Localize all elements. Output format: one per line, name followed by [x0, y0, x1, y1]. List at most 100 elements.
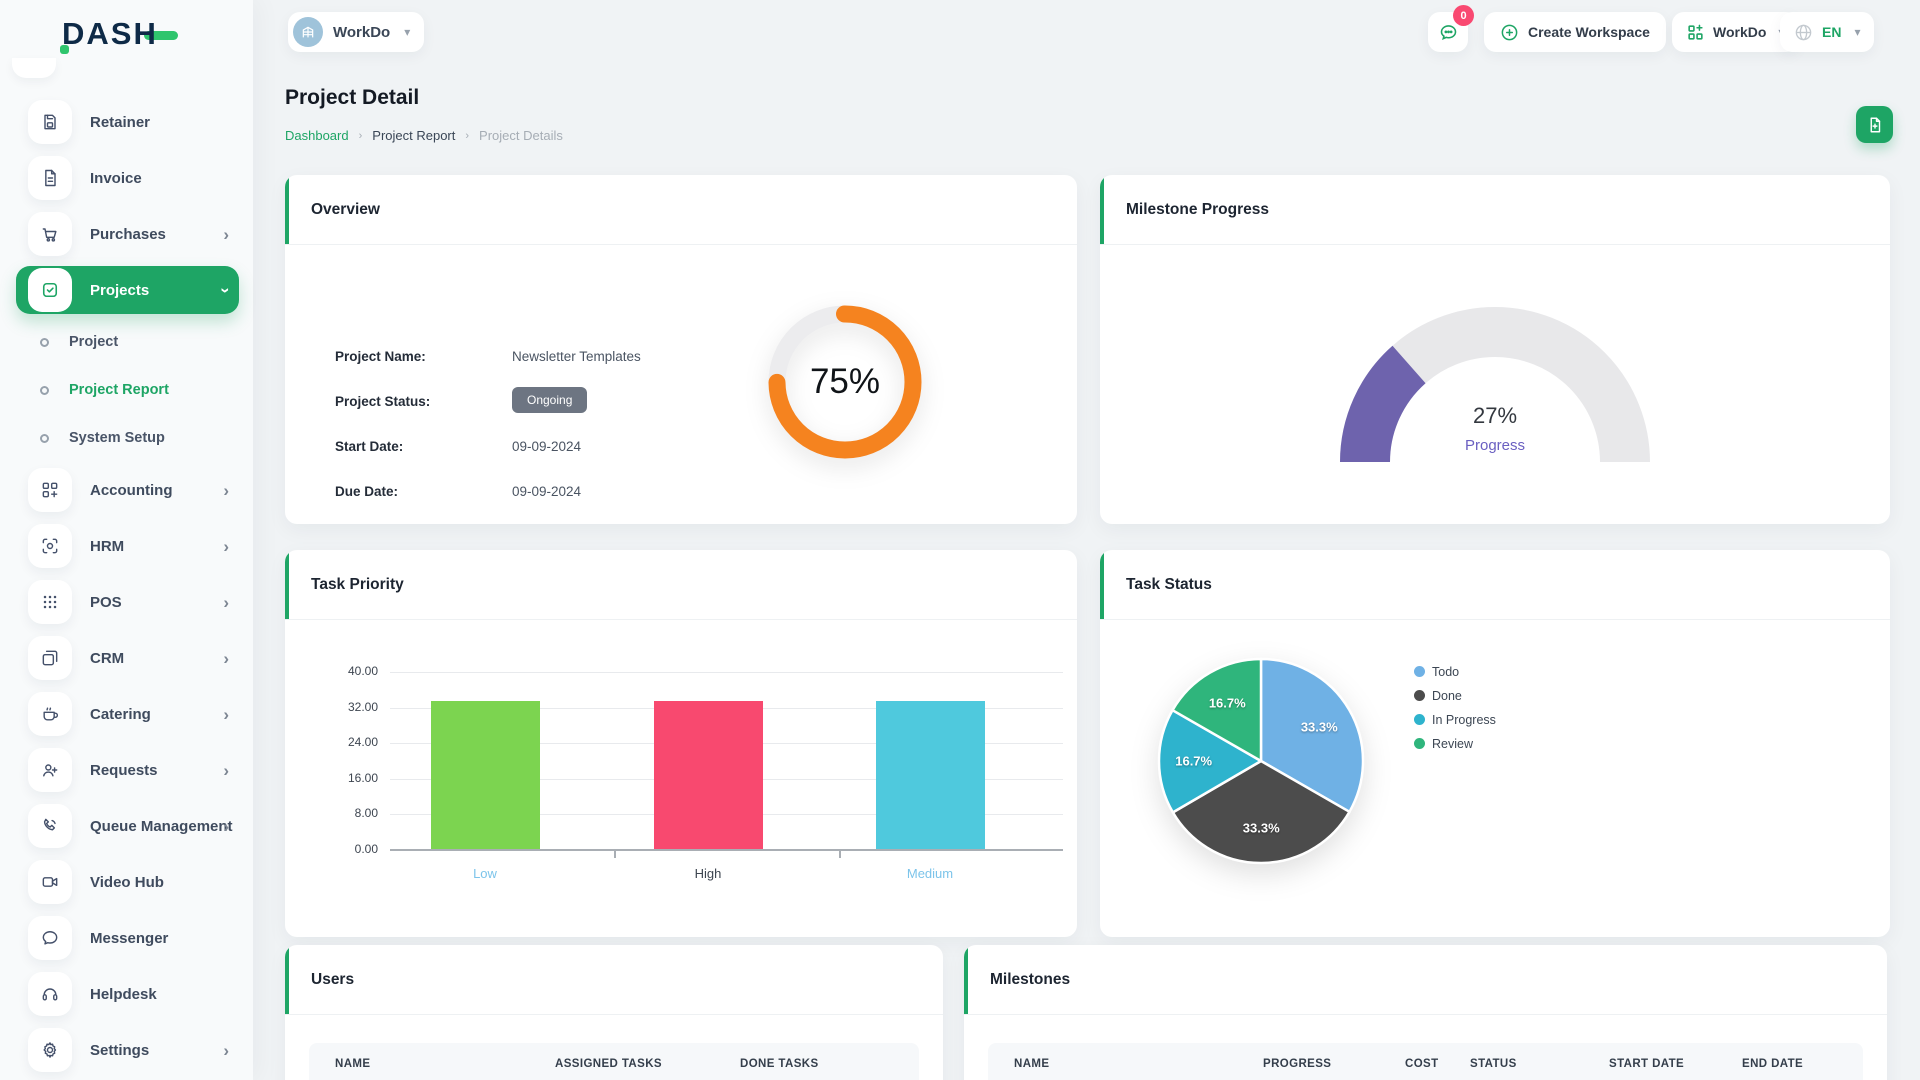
- chevron-down-icon: ›: [216, 287, 236, 293]
- sidebar-item-label: System Setup: [69, 430, 165, 446]
- notification-badge: 0: [1453, 5, 1474, 26]
- chevron-right-icon: ›: [223, 480, 229, 500]
- task-status-pie-chart: 33.3% 33.3% 16.7% 16.7%: [1155, 655, 1367, 867]
- sidebar-item-queue-management[interactable]: Queue Management ›: [16, 798, 239, 854]
- scan-user-icon: [28, 524, 72, 568]
- breadcrumb-separator: ›: [358, 129, 363, 142]
- users-table-header: NAME ASSIGNED TASKS DONE TASKS: [309, 1043, 919, 1080]
- chevron-right-icon: ›: [223, 648, 229, 668]
- legend-item-done: Done: [1414, 686, 1496, 705]
- chevron-down-icon: ▾: [1854, 25, 1861, 39]
- chevron-right-icon: ›: [223, 704, 229, 724]
- card-title: Milestone Progress: [1126, 200, 1269, 218]
- sidebar-item-catering[interactable]: Catering ›: [16, 686, 239, 742]
- user-plus-icon: [28, 748, 72, 792]
- workspace-avatar-building-icon: [293, 17, 323, 47]
- chevron-right-icon: ›: [223, 536, 229, 556]
- retainer-icon: [28, 100, 72, 144]
- cart-icon: [28, 212, 72, 256]
- file-plus-icon: [1870, 117, 1880, 132]
- globe-icon: [1795, 24, 1812, 40]
- sidebar-item-pos[interactable]: POS ›: [16, 574, 239, 630]
- sidebar-item-label: Invoice: [90, 169, 142, 187]
- chevron-right-icon: ›: [223, 816, 229, 836]
- sidebar-item-label: Helpdesk: [90, 985, 157, 1003]
- brand-logo[interactable]: DASH: [60, 16, 178, 54]
- sidebar-item-retainer[interactable]: Retainer: [16, 94, 239, 150]
- export-report-button[interactable]: [1856, 106, 1893, 143]
- sidebar-item-label: Video Hub: [90, 873, 164, 891]
- task-status-card-header: Task Status: [1100, 550, 1890, 620]
- column-header-progress: PROGRESS: [1263, 1058, 1332, 1070]
- sidebar-item-label: Project Report: [69, 382, 169, 398]
- sidebar-item-settings[interactable]: Settings ›: [16, 1022, 239, 1078]
- logo-text: DASH: [62, 16, 158, 51]
- sidebar-item-projects[interactable]: Projects ›: [16, 266, 239, 314]
- workspace-switcher[interactable]: WorkDo ▾: [288, 12, 425, 52]
- create-workspace-button[interactable]: Create Workspace: [1484, 12, 1666, 52]
- project-progress-donut: 75%: [760, 297, 930, 467]
- sidebar-subitem-project[interactable]: Project: [16, 318, 239, 366]
- sidebar-item-purchases[interactable]: Purchases ›: [16, 206, 239, 262]
- users-card-header: Users: [285, 945, 943, 1015]
- projects-icon: [28, 268, 72, 312]
- users-card: Users NAME ASSIGNED TASKS DONE TASKS: [285, 945, 943, 1080]
- sidebar-item-video-hub[interactable]: Video Hub: [16, 854, 239, 910]
- milestone-progress-card: Milestone Progress 27% Progress: [1100, 175, 1890, 524]
- sidebar-item-crm[interactable]: CRM ›: [16, 630, 239, 686]
- sidebar-item-label: Accounting: [90, 481, 173, 499]
- language-selector[interactable]: EN ▾: [1780, 12, 1875, 52]
- pie-legend: Todo Done In Progress Review: [1414, 662, 1496, 758]
- sidebar-item-invoice[interactable]: Invoice: [16, 150, 239, 206]
- breadcrumb-dashboard-link[interactable]: Dashboard: [285, 128, 349, 143]
- messages-button[interactable]: 0: [1428, 5, 1474, 52]
- headphones-icon: [28, 972, 72, 1016]
- sidebar: DASH Retainer Invoice Purchases › Projec…: [0, 0, 253, 1080]
- sidebar-item-accounting[interactable]: Accounting ›: [16, 462, 239, 518]
- milestones-card-header: Milestones: [964, 945, 1887, 1015]
- sidebar-item-label: Retainer: [90, 113, 151, 131]
- grid-plus-icon: [1688, 24, 1703, 40]
- plus-circle-icon: [1501, 24, 1518, 40]
- sidebar-item-label: Purchases: [90, 225, 166, 243]
- overview-card: Overview Project Name: Newsletter Templa…: [285, 175, 1077, 524]
- column-header-done-tasks: DONE TASKS: [740, 1058, 819, 1070]
- sidebar-item-helpdesk[interactable]: Helpdesk: [16, 966, 239, 1022]
- card-title: Overview: [311, 200, 380, 218]
- legend-item-in-progress: In Progress: [1414, 710, 1496, 729]
- card-title: Task Status: [1126, 575, 1212, 593]
- sidebar-item-label: Projects: [90, 281, 150, 299]
- column-header-name: NAME: [335, 1058, 371, 1070]
- sidebar-item-label: HRM: [90, 537, 125, 555]
- chat-dots-icon: [1440, 24, 1456, 40]
- sidebar-subitem-project-report[interactable]: Project Report: [16, 366, 239, 414]
- bullet-icon: [40, 337, 49, 347]
- sidebar-item-label: Queue Management: [90, 817, 233, 835]
- breadcrumb-project-report-link[interactable]: Project Report: [372, 128, 456, 143]
- sidebar-item-hrm[interactable]: HRM ›: [16, 518, 239, 574]
- task-priority-bar-chart: 0.00 8.00 16.00 24.00 32.00 40.00 Low High Mediu…: [348, 664, 1063, 881]
- sidebar-item-messenger[interactable]: Messenger: [16, 910, 239, 966]
- breadcrumb: Dashboard › Project Report › Project Det…: [285, 128, 563, 143]
- page-title: Project Detail: [285, 86, 420, 109]
- sidebar-item-requests[interactable]: Requests ›: [16, 742, 239, 798]
- chevron-right-icon: ›: [223, 1040, 229, 1060]
- column-header-status: STATUS: [1470, 1058, 1517, 1070]
- bullet-icon: [40, 385, 49, 395]
- legend-marker: [1414, 666, 1425, 677]
- legend-marker: [1414, 714, 1425, 725]
- sidebar-subitem-system-setup[interactable]: System Setup: [16, 414, 239, 462]
- create-workspace-label: Create Workspace: [1528, 24, 1650, 40]
- logo-dot: [60, 45, 69, 54]
- video-camera-icon: [28, 860, 72, 904]
- logo-dash: [143, 30, 178, 40]
- sidebar-item-label: Requests: [90, 761, 158, 779]
- grid-plus-icon: [28, 468, 72, 512]
- column-header-end-date: END DATE: [1742, 1058, 1804, 1070]
- column-header-name: NAME: [1014, 1058, 1050, 1070]
- chevron-right-icon: ›: [223, 592, 229, 612]
- task-priority-card-header: Task Priority: [285, 550, 1077, 620]
- milestone-gauge: [1340, 307, 1650, 467]
- chevron-right-icon: ›: [223, 760, 229, 780]
